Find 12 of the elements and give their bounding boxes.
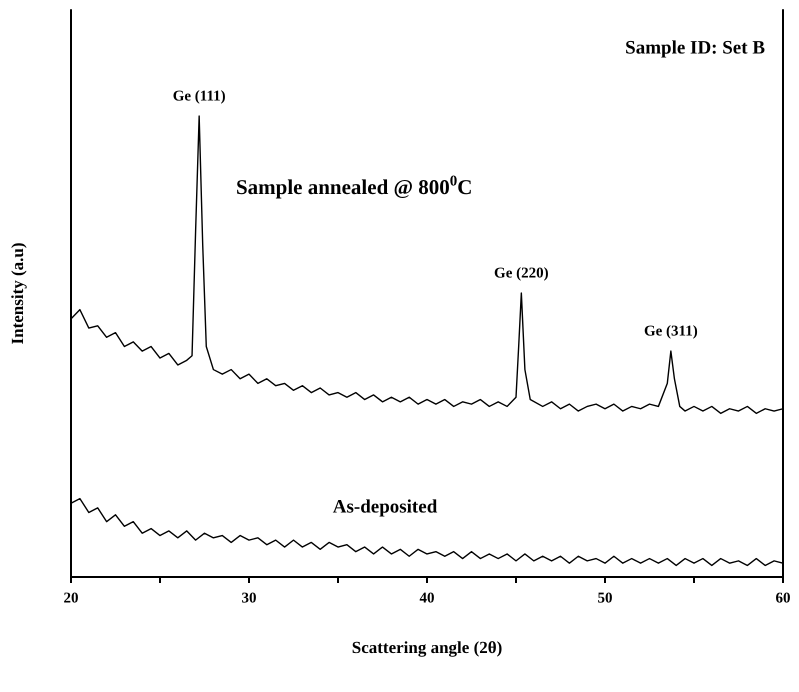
x-axis-title: Scattering angle (2θ) <box>352 638 502 657</box>
annotation: Ge (220) <box>494 266 549 282</box>
x-tick-label: 30 <box>242 590 256 606</box>
y-axis-title: Intensity (a.u) <box>8 242 27 345</box>
annotation: Ge (311) <box>644 324 698 340</box>
x-tick-label: 40 <box>420 590 434 606</box>
x-tick-label: 60 <box>776 590 790 606</box>
annotation: Ge (111) <box>172 88 226 105</box>
x-tick-label: 50 <box>598 590 612 606</box>
x-tick-label: 20 <box>64 590 78 606</box>
series-label: As-deposited <box>332 496 438 518</box>
text: Sample ID: Set B <box>625 38 766 58</box>
